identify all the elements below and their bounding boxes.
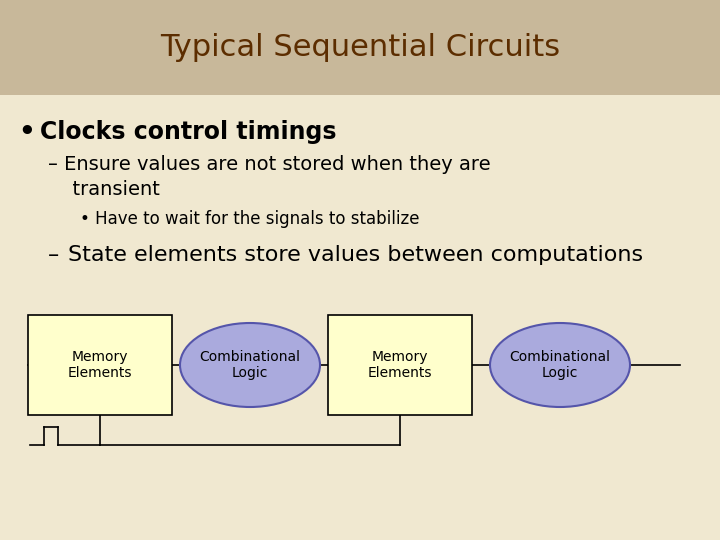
Text: Memory
Elements: Memory Elements [68, 350, 132, 380]
Text: Typical Sequential Circuits: Typical Sequential Circuits [160, 33, 560, 62]
Text: Memory
Elements: Memory Elements [368, 350, 432, 380]
Text: – Ensure values are not stored when they are: – Ensure values are not stored when they… [48, 155, 490, 174]
Text: • Have to wait for the signals to stabilize: • Have to wait for the signals to stabil… [80, 210, 420, 228]
Text: •: • [18, 120, 35, 146]
FancyBboxPatch shape [28, 315, 172, 415]
Text: Combinational
Logic: Combinational Logic [510, 350, 611, 380]
Text: State elements store values between computations: State elements store values between comp… [68, 245, 643, 265]
Ellipse shape [490, 323, 630, 407]
Text: –: – [48, 245, 59, 265]
Text: Combinational
Logic: Combinational Logic [199, 350, 300, 380]
FancyBboxPatch shape [0, 0, 720, 95]
Ellipse shape [180, 323, 320, 407]
Text: Clocks control timings: Clocks control timings [40, 120, 336, 144]
Text: transient: transient [60, 180, 160, 199]
FancyBboxPatch shape [328, 315, 472, 415]
